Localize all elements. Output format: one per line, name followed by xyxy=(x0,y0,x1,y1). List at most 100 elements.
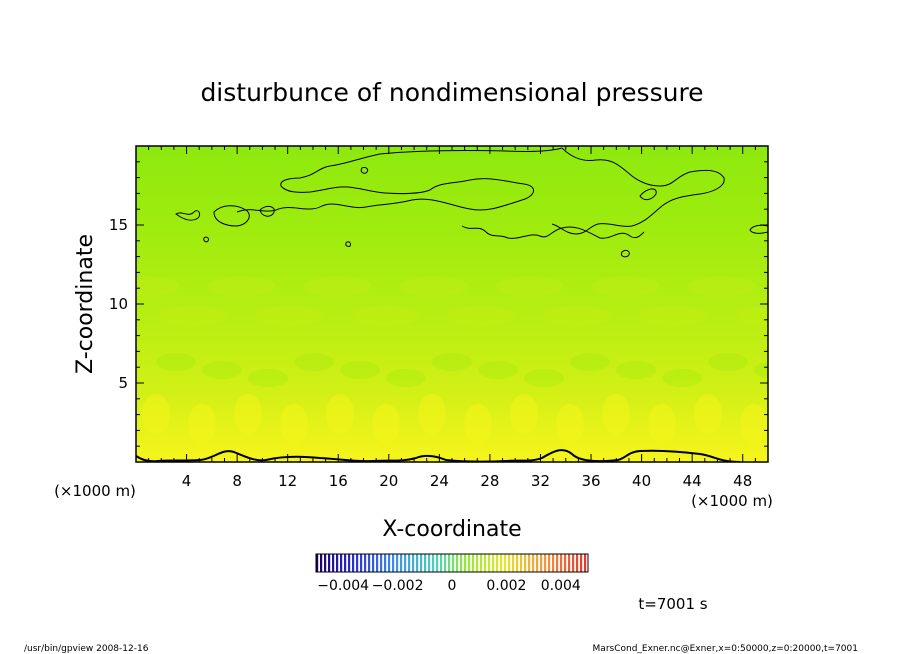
colorbar-swatch xyxy=(492,554,495,572)
colorbar-swatch xyxy=(368,554,371,572)
mid-cell xyxy=(156,353,196,371)
footer-right: MarsCond_Exner.nc@Exner,x=0:50000,z=0:20… xyxy=(593,644,858,654)
contour-left-a xyxy=(175,210,201,221)
x-tick-label: 20 xyxy=(379,472,398,490)
contour-island-c xyxy=(621,249,630,258)
contour-left-b xyxy=(213,205,250,227)
colorbar-swatch xyxy=(512,554,515,572)
mid-cell xyxy=(294,353,334,371)
surface-cell xyxy=(510,394,538,434)
colorbar-swatch xyxy=(340,554,343,572)
contour-upper xyxy=(236,147,563,213)
colorbar-swatch xyxy=(328,554,331,572)
mid-cell xyxy=(248,369,288,387)
upper-band xyxy=(304,276,372,296)
colorbar-swatch xyxy=(372,554,375,572)
x-axis-label: X-coordinate xyxy=(382,517,521,542)
colorbar-swatch xyxy=(380,554,383,572)
colorbar-swatch xyxy=(388,554,391,572)
colorbar-swatch xyxy=(564,554,567,572)
upper-band xyxy=(496,276,564,296)
colorbar: −0.004 −0.002 0 0.002 0.004 xyxy=(315,553,589,594)
colorbar-swatch xyxy=(540,554,543,572)
upper-band xyxy=(736,306,768,326)
colorbar-swatch xyxy=(344,554,347,572)
colorbar-swatch xyxy=(364,554,367,572)
colorbar-swatch xyxy=(580,554,583,572)
surface-cell xyxy=(188,404,216,444)
upper-band xyxy=(448,306,516,326)
x-tick-label: 44 xyxy=(683,472,702,490)
colorbar-tick-label: 0.002 xyxy=(486,578,526,594)
colorbar-swatch xyxy=(424,554,427,572)
colorbar-swatch xyxy=(408,554,411,572)
mid-cell xyxy=(432,353,472,371)
upper-band xyxy=(592,276,660,296)
upper-band xyxy=(160,306,228,326)
x-tick-label: 24 xyxy=(430,472,449,490)
colorbar-swatch xyxy=(332,554,335,572)
contour-island-a xyxy=(360,167,369,174)
colorbar-swatch xyxy=(448,554,451,572)
time-label: t=7001 s xyxy=(638,595,707,613)
y-tick-label: 10 xyxy=(109,295,128,313)
contour-mid-right xyxy=(461,225,645,239)
upper-band xyxy=(400,276,468,296)
upper-band xyxy=(544,306,612,326)
colorbar-swatch xyxy=(472,554,475,572)
colorbar-swatch xyxy=(468,554,471,572)
upper-band xyxy=(352,306,420,326)
surface-cell xyxy=(418,394,446,434)
colorbar-swatch xyxy=(524,554,527,572)
colorbar-swatch xyxy=(348,554,351,572)
colorbar-swatch xyxy=(384,554,387,572)
colorbar-swatch xyxy=(528,554,531,572)
surface-cell xyxy=(740,404,768,444)
mid-cell xyxy=(616,361,656,379)
x-tick-label: 4 xyxy=(182,472,192,490)
contour-island-d xyxy=(203,236,209,243)
colorbar-swatch xyxy=(324,554,327,572)
chart-title: disturbunce of nondimensional pressure xyxy=(200,78,703,107)
colorbar-swatch xyxy=(520,554,523,572)
colorbar-strip xyxy=(316,554,587,572)
surface-cell xyxy=(372,404,400,444)
colorbar-swatch xyxy=(320,554,323,572)
colorbar-swatch xyxy=(484,554,487,572)
mid-cell xyxy=(386,369,426,387)
colorbar-frame xyxy=(315,553,589,573)
colorbar-swatch xyxy=(488,554,491,572)
colorbar-swatch xyxy=(532,554,535,572)
mid-cell xyxy=(754,361,768,379)
mid-cell xyxy=(524,369,564,387)
x-tick-label: 8 xyxy=(232,472,242,490)
colorbar-swatch xyxy=(568,554,571,572)
colorbar-tick-label: −0.004 xyxy=(317,578,369,594)
footer-left: /usr/bin/gpview 2008-12-16 xyxy=(24,644,149,654)
x-tick-label: 36 xyxy=(581,472,600,490)
colorbar-swatch xyxy=(504,554,507,572)
mid-cell xyxy=(570,353,610,371)
colorbar-swatch xyxy=(552,554,555,572)
colorbar-swatch xyxy=(404,554,407,572)
colorbar-swatch xyxy=(500,554,503,572)
x-tick-label: 40 xyxy=(632,472,651,490)
mid-cell xyxy=(708,353,748,371)
colorbar-swatch xyxy=(456,554,459,572)
contour-right-blob xyxy=(639,188,657,201)
surface-cell xyxy=(648,404,676,444)
y-tick-label: 5 xyxy=(118,374,128,392)
upper-band xyxy=(640,306,708,326)
colorbar-swatch xyxy=(544,554,547,572)
colorbar-swatch xyxy=(452,554,455,572)
surface-cell xyxy=(142,394,170,434)
x-tick-label: 28 xyxy=(480,472,499,490)
mid-cell xyxy=(340,361,380,379)
upper-band xyxy=(256,306,324,326)
colorbar-swatch xyxy=(460,554,463,572)
mid-cell xyxy=(202,361,242,379)
colorbar-swatch xyxy=(536,554,539,572)
colorbar-swatch xyxy=(516,554,519,572)
